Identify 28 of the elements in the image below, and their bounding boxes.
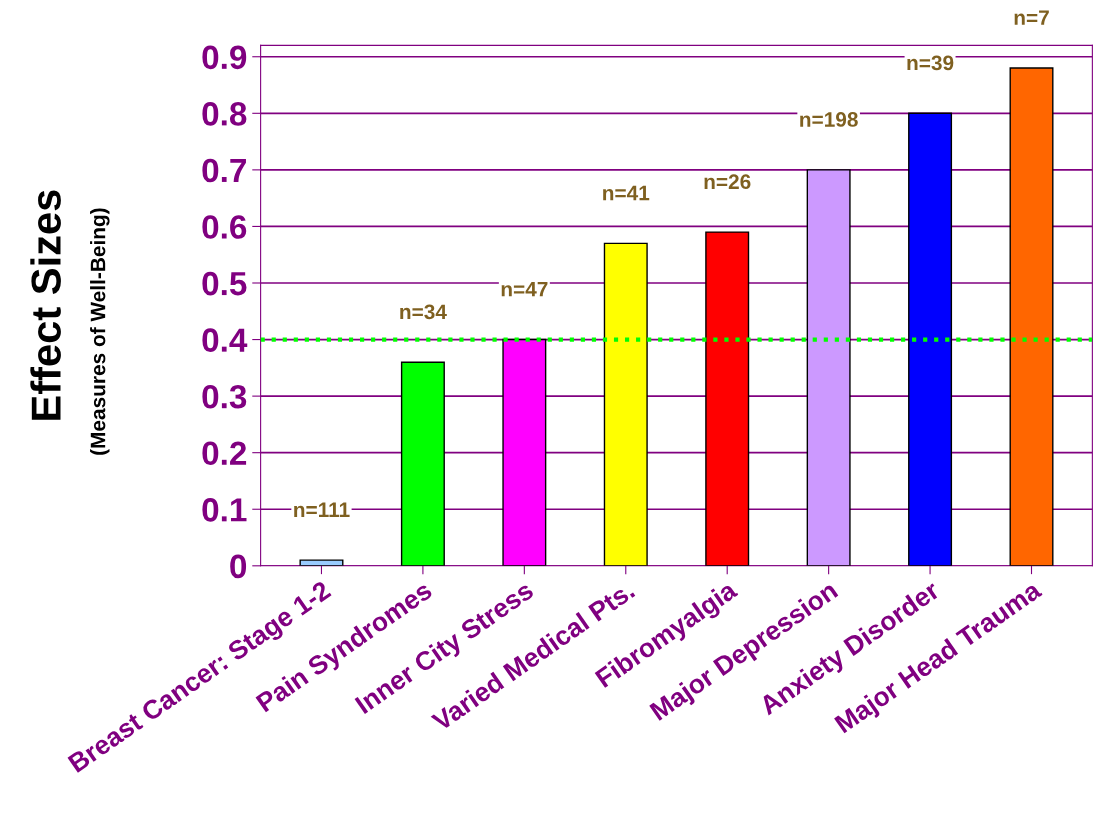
y-tick-label: 0.5 [202, 271, 247, 296]
y-tick-label: 0.2 [202, 441, 247, 466]
annotation: n=41 [603, 185, 650, 201]
y-tick-label: 0.7 [202, 158, 246, 183]
annotation: n=26 [704, 174, 751, 190]
bar [502, 338, 547, 566]
annotation: n=198 [800, 112, 858, 127]
bar [806, 169, 851, 566]
annotation: n=47 [501, 282, 548, 297]
y-tick-label: 0.6 [202, 215, 247, 239]
bar [908, 112, 953, 566]
bar [603, 242, 648, 566]
bar [299, 559, 344, 566]
y-tick-label: 0.3 [202, 384, 247, 409]
annotation: n=7 [1014, 10, 1049, 25]
y-tick-label: 0.4 [202, 328, 248, 352]
annotation: n=34 [400, 304, 447, 320]
bar [705, 231, 750, 566]
y-tick-label: 0.8 [202, 102, 247, 126]
annotation: n=39 [907, 55, 954, 71]
y-tick-label: 0 [230, 554, 247, 579]
y-axis-title: Effect Sizes [30, 190, 61, 420]
bar [1009, 67, 1054, 566]
y-tick-label: 0.1 [202, 498, 247, 522]
y-tick-label: 0.9 [202, 45, 247, 70]
text: (Measures of Well-Being) [90, 208, 110, 455]
bar [400, 361, 445, 566]
annotation: n=111 [294, 502, 350, 517]
